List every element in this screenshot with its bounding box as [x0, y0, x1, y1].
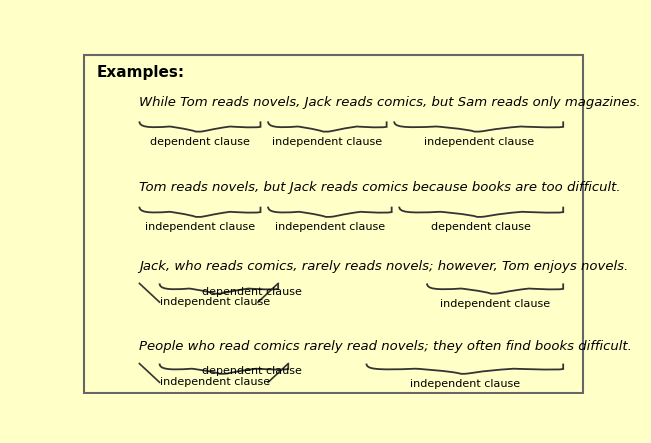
Text: independent clause: independent clause — [409, 379, 520, 389]
Text: independent clause: independent clause — [275, 222, 385, 232]
Text: independent clause: independent clause — [145, 222, 255, 232]
FancyBboxPatch shape — [84, 55, 583, 392]
Text: dependent clause: dependent clause — [202, 287, 302, 297]
Text: People who read comics rarely read novels; they often find books difficult.: People who read comics rarely read novel… — [139, 340, 632, 353]
Text: independent clause: independent clause — [272, 137, 382, 147]
Text: Examples:: Examples: — [96, 65, 185, 80]
Text: Tom reads novels, but Jack reads comics because books are too difficult.: Tom reads novels, but Jack reads comics … — [139, 181, 621, 194]
Text: dependent clause: dependent clause — [150, 137, 250, 147]
Text: independent clause: independent clause — [440, 299, 550, 309]
Text: While Tom reads novels, Jack reads comics, but Sam reads only magazines.: While Tom reads novels, Jack reads comic… — [139, 96, 641, 109]
Text: independent clause: independent clause — [424, 137, 534, 147]
Text: independent clause: independent clause — [159, 377, 270, 387]
Text: dependent clause: dependent clause — [202, 366, 302, 376]
Text: Jack, who reads comics, rarely reads novels; however, Tom enjoys novels.: Jack, who reads comics, rarely reads nov… — [139, 260, 629, 272]
Text: dependent clause: dependent clause — [431, 222, 531, 232]
Text: independent clause: independent clause — [159, 297, 270, 307]
